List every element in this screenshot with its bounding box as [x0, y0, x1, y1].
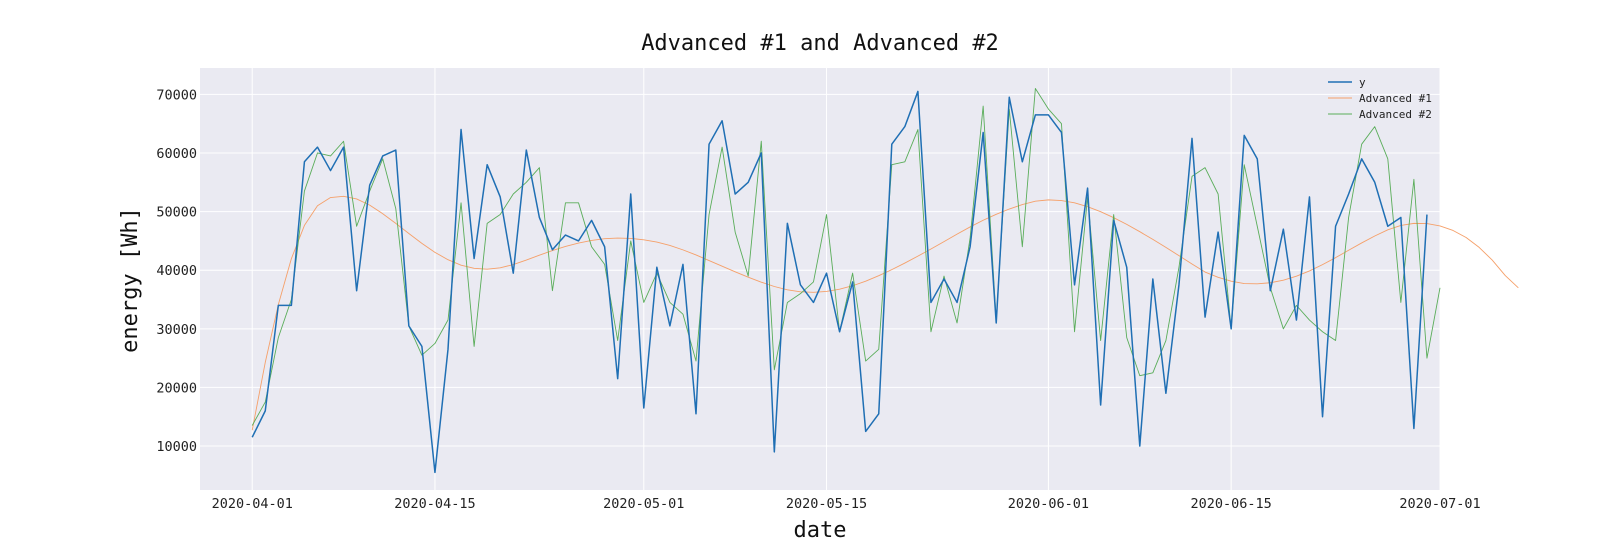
legend-entry: Advanced #2 — [1359, 108, 1432, 121]
series-lines — [251, 88, 1519, 474]
plot-area — [200, 68, 1440, 490]
x-tick-label: 2020-06-15 — [1191, 496, 1272, 512]
y-axis-ticks: 10000 20000 30000 40000 50000 60000 70000 — [156, 87, 197, 455]
legend-entry: Advanced #1 — [1359, 92, 1432, 105]
x-tick-label: 2020-04-15 — [394, 496, 475, 512]
y-tick-label: 60000 — [156, 146, 197, 162]
chart-title: Advanced #1 and Advanced #2 — [641, 31, 999, 56]
series-line-0 — [251, 90, 1428, 474]
legend: y Advanced #1 Advanced #2 — [1328, 76, 1432, 121]
y-tick-label: 20000 — [156, 380, 197, 396]
y-tick-label: 40000 — [156, 263, 197, 279]
x-tick-label: 2020-04-01 — [212, 496, 293, 512]
gridlines — [200, 68, 1441, 490]
x-tick-label: 2020-05-15 — [786, 496, 867, 512]
x-tick-label: 2020-07-01 — [1399, 496, 1480, 512]
legend-entry: y — [1359, 76, 1366, 89]
y-tick-label: 10000 — [156, 439, 197, 455]
x-tick-label: 2020-05-01 — [603, 496, 684, 512]
y-tick-label: 50000 — [156, 205, 197, 221]
x-axis-ticks: 2020-04-01 2020-04-15 2020-05-01 2020-05-15… — [212, 496, 1481, 512]
y-tick-label: 70000 — [156, 87, 197, 103]
x-tick-label: 2020-06-01 — [1008, 496, 1089, 512]
x-axis-label: date — [794, 518, 847, 543]
y-axis-label: energy [Wh] — [118, 207, 143, 353]
y-tick-label: 30000 — [156, 322, 197, 338]
